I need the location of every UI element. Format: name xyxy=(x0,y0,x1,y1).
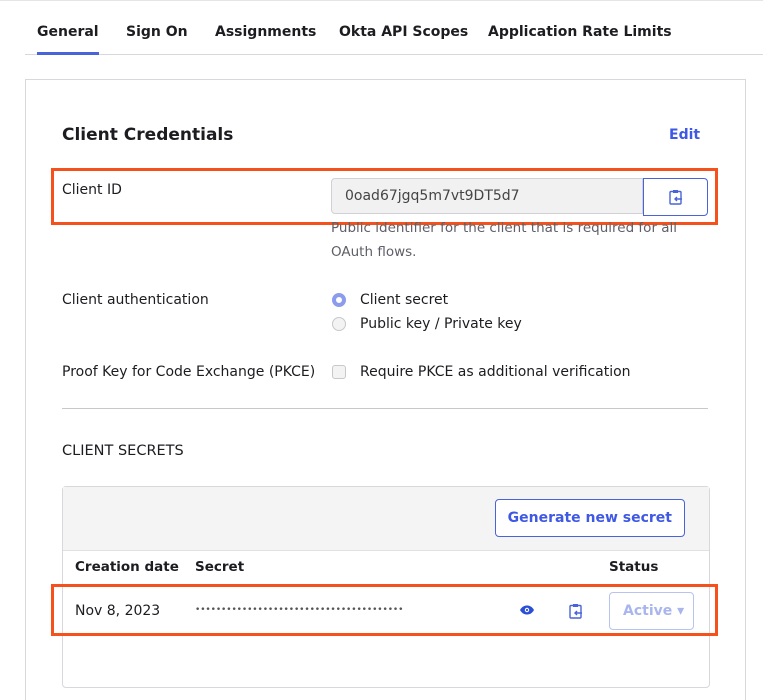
clipboard-copy-icon[interactable] xyxy=(569,603,583,619)
eye-icon[interactable] xyxy=(519,605,535,615)
status-dropdown[interactable]: Active ▾ xyxy=(609,592,694,630)
secret-value-masked: •••••••••••••••••••••••••••••••••••••••• xyxy=(195,605,404,615)
highlight-client-id xyxy=(51,168,718,225)
tab-sign-on[interactable]: Sign On xyxy=(126,24,188,40)
pkce-checkbox-label: Require PKCE as additional verification xyxy=(360,364,631,380)
tab-general[interactable]: General xyxy=(37,24,99,55)
radio-public-key-label: Public key / Private key xyxy=(360,316,522,332)
tab-okta-api-scopes[interactable]: Okta API Scopes xyxy=(339,24,469,40)
generate-new-secret-button[interactable]: Generate new secret xyxy=(494,499,685,537)
radio-public-key[interactable] xyxy=(332,317,346,331)
pkce-label: Proof Key for Code Exchange (PKCE) xyxy=(62,364,316,380)
client-secrets-table: Generate new secret xyxy=(62,486,710,688)
column-secret: Secret xyxy=(195,559,245,575)
top-border xyxy=(0,0,763,1)
secret-creation-date: Nov 8, 2023 xyxy=(75,603,161,619)
client-id-field[interactable]: 0oad67jgq5m7vt9DT5d7 xyxy=(331,178,643,214)
client-secrets-title: CLIENT SECRETS xyxy=(62,443,184,459)
client-credentials-panel xyxy=(25,79,746,700)
client-auth-label: Client authentication xyxy=(62,292,209,308)
column-creation-date: Creation date xyxy=(75,559,179,575)
edit-button[interactable]: Edit xyxy=(669,127,701,143)
section-title: Client Credentials xyxy=(62,125,234,145)
tab-assignments[interactable]: Assignments xyxy=(215,24,317,40)
tab-application-rate-limits[interactable]: Application Rate Limits xyxy=(488,24,672,40)
radio-client-secret-label: Client secret xyxy=(360,292,449,308)
secrets-toolbar: Generate new secret xyxy=(63,487,709,551)
client-id-label: Client ID xyxy=(62,182,122,198)
pkce-checkbox[interactable] xyxy=(332,365,346,379)
highlight-secret-row xyxy=(51,584,718,636)
column-status: Status xyxy=(609,559,659,575)
radio-client-secret[interactable] xyxy=(332,293,346,307)
clipboard-copy-icon xyxy=(668,190,682,205)
copy-client-id-button[interactable] xyxy=(643,178,708,216)
client-id-help: Public identifier for the client that is… xyxy=(331,220,678,260)
tab-bar: General Sign On Assignments Okta API Sco… xyxy=(25,0,763,55)
divider xyxy=(62,408,708,409)
